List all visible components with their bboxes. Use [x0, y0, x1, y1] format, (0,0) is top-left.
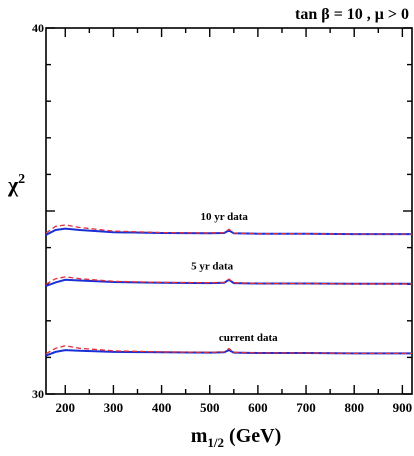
y-tick-label: 30	[32, 387, 44, 401]
dashed-line-5-yr-data	[45, 276, 412, 285]
axis-tick-labels: 200 300 400 500 600 700 800 900 30 40	[32, 21, 412, 415]
chart-title: tan β = 10 , μ > 0	[295, 6, 409, 23]
annotation-label: current data	[219, 332, 278, 344]
annotation-label: 10 yr data	[200, 211, 248, 223]
x-tick-label: 200	[56, 400, 76, 415]
x-tick-label: 300	[104, 400, 124, 415]
y-tick-label: 40	[32, 21, 44, 35]
x-tick-label: 700	[296, 400, 316, 415]
x-tick-label: 800	[344, 400, 364, 415]
x-tick-label: 600	[248, 400, 268, 415]
chart-annotations: 10 yr data 5 yr data current data	[191, 211, 278, 344]
x-tick-label: 500	[200, 400, 220, 415]
x-tick-label: 400	[152, 400, 172, 415]
x-axis-label: m1/2 (GeV)	[191, 425, 282, 450]
x-tick-label: 900	[393, 400, 413, 415]
chart-series	[45, 224, 412, 357]
y-axis-label: χ2	[7, 172, 25, 197]
annotation-label: 5 yr data	[191, 261, 233, 273]
dashed-line-current-data	[45, 345, 412, 355]
dashed-line-10-yr-data	[45, 224, 412, 235]
